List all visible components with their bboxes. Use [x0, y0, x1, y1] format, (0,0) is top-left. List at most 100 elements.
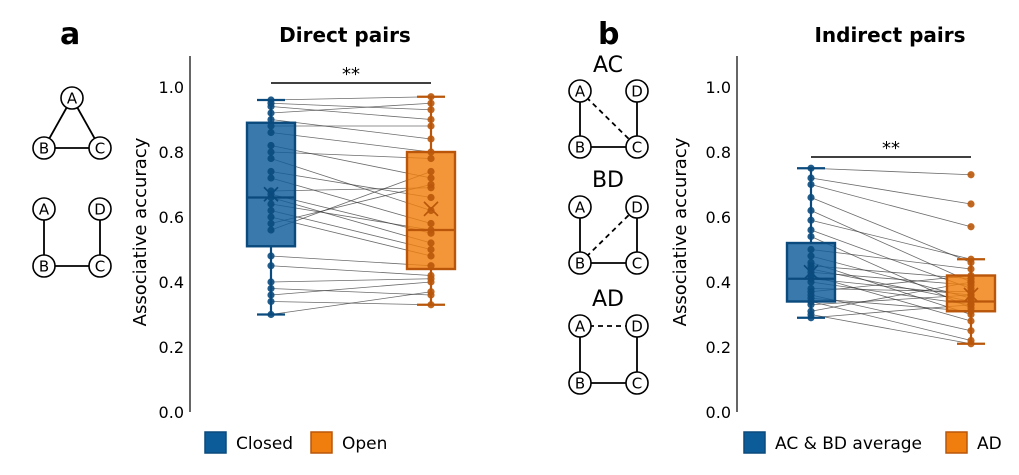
- paired-line: [270, 265, 432, 276]
- paired-line: [270, 171, 432, 231]
- diagram-node-label: C: [632, 375, 642, 393]
- diagram-node: [625, 371, 649, 395]
- diagram-node: [625, 79, 649, 103]
- data-point: [427, 122, 435, 130]
- data-point: [267, 148, 275, 156]
- data-point: [807, 216, 815, 224]
- panel-a-legend: Closed Open: [204, 431, 387, 454]
- paired-line: [810, 249, 972, 270]
- data-point: [267, 252, 275, 260]
- diagram-nodes: AB CA DB CA DB CA DB CA DB C: [32, 79, 649, 395]
- paired-line: [810, 262, 972, 315]
- diagram-node-label: D: [631, 318, 643, 336]
- data-point: [807, 301, 815, 309]
- paired-line: [810, 177, 972, 205]
- data-point: [427, 148, 435, 156]
- diagram-bd: [579, 206, 638, 264]
- data-point: [967, 255, 975, 263]
- data-point: [967, 223, 975, 231]
- diagram-node-label: A: [575, 318, 586, 336]
- ytick-label: 0.0: [159, 403, 184, 422]
- diagram-label-ad: AD: [592, 287, 624, 312]
- data-point: [427, 206, 435, 215]
- paired-line: [810, 167, 972, 176]
- diagram-node: [88, 254, 112, 278]
- panel-b-ytick-labels: 0.0 0.2 0.4 0.6 0.8 1.0: [706, 78, 731, 422]
- data-point: [427, 288, 435, 296]
- paired-line: [270, 278, 432, 283]
- data-point: [267, 167, 275, 176]
- ytick-label: 0.8: [159, 143, 184, 162]
- paired-line: [810, 219, 972, 260]
- diagram-label-bd: BD: [592, 168, 624, 193]
- diagram-node: [88, 197, 112, 221]
- diagram-node-label: B: [39, 140, 49, 158]
- diagram-node: [568, 251, 592, 275]
- diagram-square-open: [43, 209, 101, 267]
- paired-line: [270, 216, 432, 257]
- legend-swatch-ad: [945, 431, 968, 454]
- paired-line: [270, 151, 432, 159]
- paired-line: [270, 197, 432, 244]
- legend-swatch-open: [310, 431, 333, 454]
- data-point: [267, 206, 275, 215]
- data-point: [267, 262, 275, 270]
- paired-line: [810, 271, 972, 286]
- paired-line: [270, 184, 432, 224]
- diagram-ac: [579, 90, 638, 148]
- diagram-node-label: A: [39, 201, 50, 219]
- diagram-node: [568, 371, 592, 395]
- data-point: [427, 115, 435, 124]
- paired-line: [270, 106, 432, 120]
- diagram-node: [625, 314, 649, 338]
- paired-line: [270, 193, 432, 234]
- diagram-node-label: A: [575, 199, 586, 217]
- paired-line: [810, 265, 972, 280]
- data-point: [807, 193, 815, 202]
- diagram-node: [568, 195, 592, 219]
- paired-line: [270, 291, 432, 315]
- paired-line: [810, 281, 972, 306]
- paired-line: [810, 197, 972, 263]
- diagram-node: [32, 197, 56, 221]
- legend-swatch-ac-bd: [743, 431, 766, 454]
- data-point: [267, 122, 275, 130]
- panel-a-letter: a: [60, 17, 80, 52]
- data-point: [427, 99, 435, 107]
- data-point: [807, 252, 815, 260]
- paired-line: [270, 102, 432, 114]
- panel-a-title: Direct pairs: [279, 23, 411, 47]
- diagram-node-label: C: [632, 139, 642, 157]
- panel-a-ylabel: Associative accuracy: [130, 137, 151, 326]
- data-point: [967, 278, 975, 286]
- diagram-node-label: D: [631, 199, 643, 217]
- data-point: [267, 219, 275, 228]
- panel-a-plot: [245, 93, 457, 319]
- ytick-label: 0.6: [159, 208, 184, 227]
- data-point: [967, 171, 975, 179]
- paired-line: [270, 119, 432, 140]
- paired-line: [270, 255, 432, 267]
- data-point: [267, 102, 275, 111]
- diagram-node-label: B: [575, 139, 585, 157]
- paired-line: [810, 297, 972, 312]
- data-point: [967, 271, 975, 280]
- data-point: [267, 109, 275, 117]
- ytick-label: 0.4: [706, 273, 731, 292]
- paired-line: [810, 294, 972, 332]
- paired-line: [810, 294, 972, 306]
- data-point: [427, 167, 435, 176]
- data-point: [807, 174, 815, 182]
- diagram-label-ac: AC: [593, 53, 623, 78]
- paired-line: [810, 281, 972, 312]
- panel-a-ytick-labels: 0.0 0.2 0.4 0.6 0.8 1.0: [159, 78, 184, 422]
- data-point: [807, 278, 815, 286]
- data-point: [807, 226, 815, 234]
- panel-b-significance-label: **: [882, 138, 900, 159]
- data-point: [427, 252, 435, 260]
- data-point: [427, 193, 435, 202]
- data-point: [427, 278, 435, 286]
- paired-line: [810, 314, 972, 345]
- panel-b-letter: b: [598, 17, 619, 52]
